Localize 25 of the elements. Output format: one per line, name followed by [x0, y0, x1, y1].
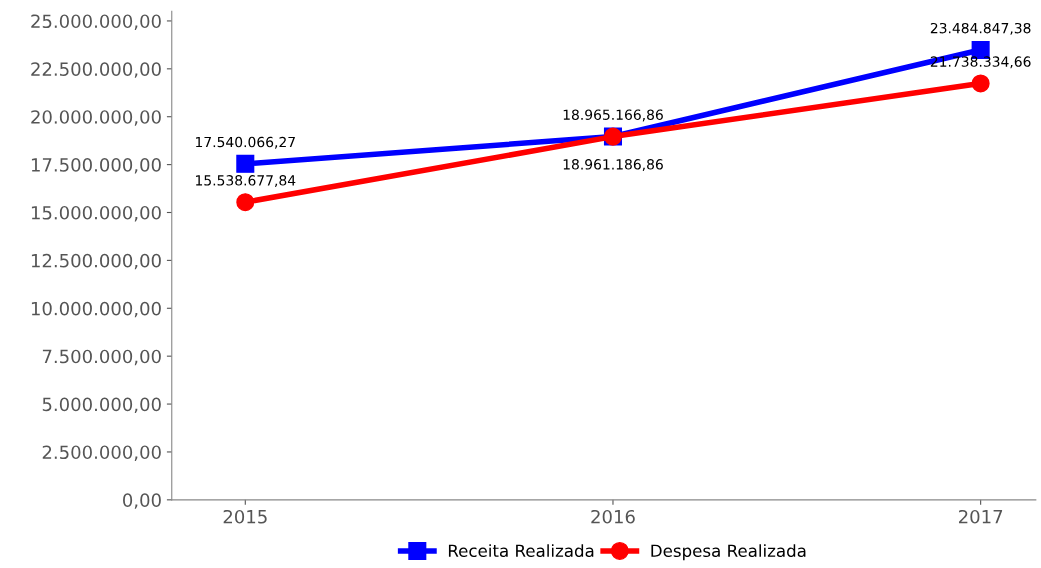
data-label: 21.738.334,66	[930, 56, 1031, 69]
x-tick-label: 2017	[958, 509, 1003, 524]
data-label: 18.965.166,86	[563, 109, 663, 122]
y-tick-label: 10.000.000,00	[31, 301, 161, 318]
legend-label: Despesa Realizada	[651, 544, 806, 561]
y-tick-label: 5.000.000,00	[42, 397, 161, 414]
legend-label: Receita Realizada	[448, 544, 594, 558]
y-tick-label: 22.500.000,00	[31, 62, 161, 78]
data-label: 18.961.186,86	[563, 159, 663, 172]
x-tick-label: 2015	[223, 509, 267, 524]
data-label: 17.540.066,27	[196, 136, 295, 149]
y-tick-label: 2.500.000,00	[42, 445, 161, 461]
point	[971, 74, 990, 93]
y-tick-label: 0,00	[123, 493, 161, 509]
y-tick-label: 15.000.000,00	[31, 205, 161, 222]
point	[236, 154, 255, 173]
y-tick-label: 20.000.000,00	[31, 110, 161, 126]
data-label: 23.484.847,38	[930, 22, 1031, 35]
point	[236, 193, 255, 212]
y-tick-label: 25.000.000,00	[31, 14, 161, 30]
x-tick-label: 2016	[591, 509, 635, 524]
data-label: 15.538.677,84	[196, 175, 296, 188]
y-tick-label: 7.500.000,00	[42, 349, 161, 366]
y-tick-label: 12.500.000,00	[31, 253, 161, 270]
y-tick-label: 17.500.000,00	[31, 158, 161, 174]
